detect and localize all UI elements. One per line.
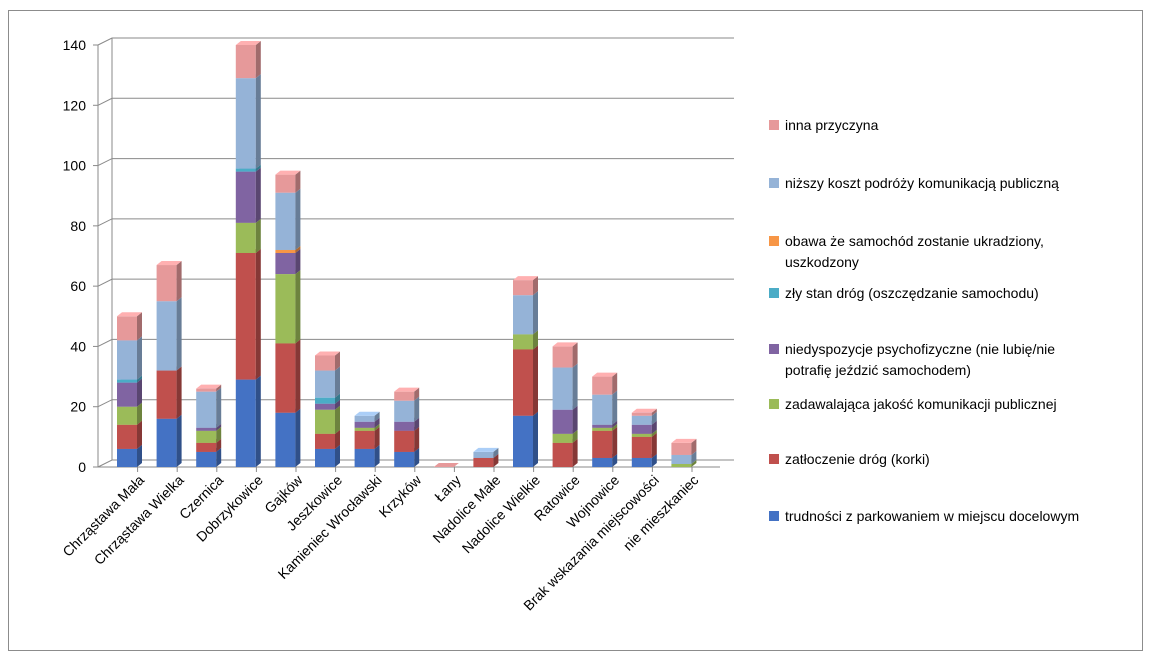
bar-segment xyxy=(275,339,301,413)
bar-segment xyxy=(156,261,182,302)
legend-item: obawa że samochód zostanie ukradziony, us… xyxy=(769,233,1044,270)
legend-item: niedyspozycje psychofizyczne (nie lubię/… xyxy=(769,341,1055,378)
legend-label: obawa że samochód zostanie ukradziony, us… xyxy=(785,233,1044,270)
y-tick-label: 140 xyxy=(63,37,87,53)
bar-segment xyxy=(315,405,340,434)
y-tick-label: 0 xyxy=(78,459,86,475)
bar-segment xyxy=(552,363,578,410)
legend-swatch xyxy=(769,511,779,521)
legend-label: niedyspozycje psychofizyczne (nie lubię/… xyxy=(785,341,1055,378)
bar-segment xyxy=(473,447,499,458)
bar-segment xyxy=(235,218,261,253)
y-tick-label: 20 xyxy=(70,399,86,415)
bar-segment xyxy=(394,387,420,401)
legend-swatch xyxy=(769,399,779,409)
legend-label: inna przyczyna xyxy=(785,117,879,133)
legend-label: niższy koszt podróży komunikacją publicz… xyxy=(785,175,1059,191)
bar-segment xyxy=(275,188,301,250)
bar-segment xyxy=(433,463,459,467)
bar-segment xyxy=(117,378,142,407)
legend-swatch xyxy=(769,288,779,298)
bar-segment xyxy=(235,167,261,223)
bar-segment xyxy=(235,248,261,380)
legend-swatch xyxy=(769,344,779,354)
legend-label: zadawalająca jakość komunikacji publiczn… xyxy=(785,396,1057,412)
value-axis: 0 20 40 60 80 100 120 140 xyxy=(63,37,720,475)
bar-segment xyxy=(275,270,301,344)
bar-segment xyxy=(631,432,657,458)
legend: inna przyczyna niższy koszt podróży komun… xyxy=(769,117,1079,524)
legend-label: zatłoczenie dróg (korki) xyxy=(785,451,930,467)
legend-label: trudności z parkowaniem w miejscu docelo… xyxy=(785,508,1079,524)
bar-segment xyxy=(235,74,261,169)
legend-swatch xyxy=(769,120,779,130)
legend-item: zły stan dróg (oszczędzanie samochodu) xyxy=(769,285,1039,301)
bar-segment xyxy=(513,345,538,416)
bar-segment xyxy=(117,420,142,449)
bar-segment xyxy=(513,276,538,296)
bar-segment xyxy=(275,170,301,193)
bar-segment xyxy=(156,366,182,419)
bar-segment xyxy=(513,411,538,467)
bar-segment xyxy=(156,297,182,371)
bar-segment xyxy=(235,41,261,79)
legend-swatch xyxy=(769,178,779,188)
bar-segment xyxy=(552,438,578,467)
bar-segment xyxy=(513,291,538,335)
bar-segment xyxy=(592,390,618,425)
bar-segment xyxy=(117,312,142,341)
legend-item: inna przyczyna xyxy=(769,117,879,133)
bar-segment xyxy=(552,342,578,368)
bar-segment xyxy=(196,384,222,392)
bar-area xyxy=(117,41,697,467)
legend-swatch xyxy=(769,454,779,464)
bar-segment xyxy=(552,405,578,434)
y-tick-label: 40 xyxy=(70,338,86,354)
bar-segment xyxy=(275,408,301,467)
bar-segment xyxy=(631,408,657,416)
legend-swatch xyxy=(769,236,779,246)
y-tick-label: 120 xyxy=(63,97,87,113)
bar-segment xyxy=(354,411,380,422)
bar-segment xyxy=(117,336,142,380)
bar-segment xyxy=(156,414,182,467)
bar-segment xyxy=(315,366,340,398)
y-tick-label: 60 xyxy=(70,278,86,294)
legend-item: niższy koszt podróży komunikacją publicz… xyxy=(769,175,1059,191)
bar-segment xyxy=(592,372,618,395)
legend-label: zły stan dróg (oszczędzanie samochodu) xyxy=(785,285,1039,301)
legend-item: zadawalająca jakość komunikacji publiczn… xyxy=(769,396,1057,412)
bar-segment xyxy=(196,387,222,428)
bar-segment xyxy=(235,375,261,467)
legend-item: zatłoczenie dróg (korki) xyxy=(769,451,930,467)
bar-segment xyxy=(592,426,618,458)
y-tick-label: 80 xyxy=(70,218,86,234)
bar-segment xyxy=(671,438,697,455)
chart-border xyxy=(8,10,1143,651)
legend-item: trudności z parkowaniem w miejscu docelo… xyxy=(769,508,1079,524)
y-tick-label: 100 xyxy=(63,158,87,174)
bar-segment xyxy=(315,351,340,371)
